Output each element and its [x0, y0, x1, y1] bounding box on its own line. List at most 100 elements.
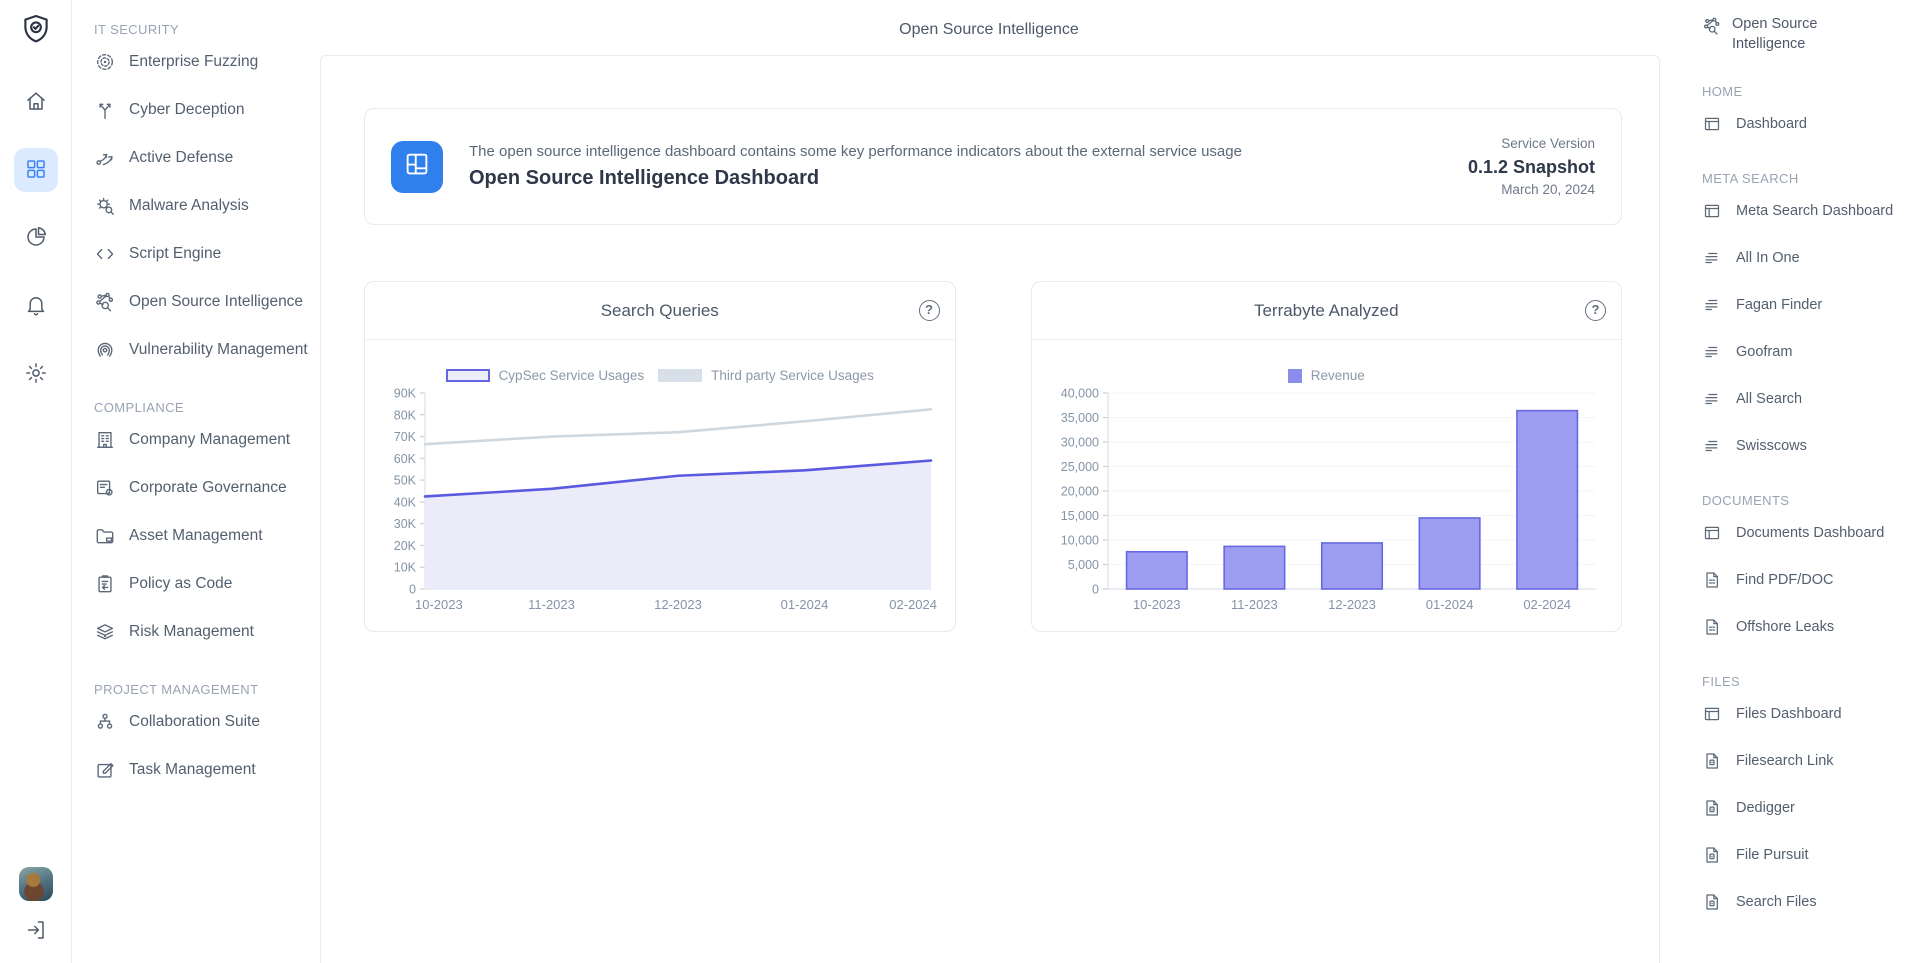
sidebar-item-label: Task Management: [129, 761, 256, 779]
svg-text:10-2023: 10-2023: [415, 597, 463, 612]
sidebar-item-all-in-one[interactable]: All In One: [1702, 234, 1914, 281]
header-card-text: The open source intelligence dashboard c…: [469, 143, 1468, 190]
nav-section-meta-search: META SEARCHMeta Search DashboardAll In O…: [1702, 171, 1914, 469]
sidebar-item-dashboard[interactable]: Dashboard: [1702, 100, 1914, 147]
sidebar-item-filesearch-link[interactable]: Filesearch Link: [1702, 737, 1914, 784]
nav-section-files: FILESFiles DashboardFilesearch LinkDedig…: [1702, 674, 1914, 925]
sidebar-item-goofram[interactable]: Goofram: [1702, 328, 1914, 375]
sidebar-item-find-pdf-doc[interactable]: Find PDF/DOC: [1702, 556, 1914, 603]
page-title: Open Source Intelligence: [318, 21, 1660, 39]
svg-text:12-2023: 12-2023: [1328, 597, 1376, 612]
fingerprint-icon: [94, 339, 116, 361]
sidebar-item-label: Asset Management: [129, 527, 263, 545]
layers-eye-icon: [94, 621, 116, 643]
document-icon: [1702, 570, 1722, 590]
sidebar-item-offshore-leaks[interactable]: Offshore Leaks: [1702, 603, 1914, 650]
sidebar-item-company-management[interactable]: Company Management: [94, 416, 310, 464]
sidebar-item-fagan-finder[interactable]: Fagan Finder: [1702, 281, 1914, 328]
clipboard-arrow-icon: [94, 573, 116, 595]
list-icon: [1702, 436, 1722, 456]
sidebar-item-policy-as-code[interactable]: Policy as Code: [94, 560, 310, 608]
sidebar-item-active-defense[interactable]: Active Defense: [94, 134, 310, 182]
app-logo[interactable]: [17, 12, 55, 50]
logout-button[interactable]: [18, 913, 54, 949]
sidebar-item-asset-management[interactable]: Asset Management: [94, 512, 310, 560]
legend-label: CypSec Service Usages: [499, 368, 645, 383]
right-sidebar-header[interactable]: Open Source Intelligence: [1702, 14, 1914, 54]
sidebar-item-label: Enterprise Fuzzing: [129, 53, 258, 71]
folder-icon: [94, 525, 116, 547]
sidebar-item-files-dashboard[interactable]: Files Dashboard: [1702, 690, 1914, 737]
svg-text:50K: 50K: [394, 474, 417, 488]
sidebar-item-label: Collaboration Suite: [129, 713, 260, 731]
nav-notifications-button[interactable]: [14, 284, 58, 328]
nav-apps-button[interactable]: [14, 148, 58, 192]
svg-text:40K: 40K: [394, 496, 417, 510]
section-label: META SEARCH: [1702, 171, 1914, 187]
user-avatar[interactable]: [19, 867, 53, 901]
sidebar-item-label: Filesearch Link: [1736, 753, 1834, 769]
app-root: IT SECURITY Enterprise Fuzzing Cyber Decep…: [0, 0, 1920, 963]
legend-item: Third party Service Usages: [658, 368, 874, 383]
sidebar-item-corporate-governance[interactable]: Corporate Governance: [94, 464, 310, 512]
sidebar-item-dedigger[interactable]: Dedigger: [1702, 784, 1914, 831]
sidebar-item-label: Documents Dashboard: [1736, 525, 1884, 541]
left-sidebar: IT SECURITY Enterprise Fuzzing Cyber Decep…: [72, 0, 318, 963]
sidebar-item-all-search[interactable]: All Search: [1702, 375, 1914, 422]
nav-section-home: HOMEDashboard: [1702, 84, 1914, 147]
section-label: IT SECURITY: [94, 22, 310, 38]
sidebar-item-label: Policy as Code: [129, 575, 232, 593]
sidebar-item-label: Files Dashboard: [1736, 706, 1842, 722]
svg-text:0: 0: [409, 583, 416, 597]
shield-check-icon: [19, 12, 53, 51]
help-icon[interactable]: ?: [919, 300, 940, 321]
sidebar-item-meta-search-dashboard[interactable]: Meta Search Dashboard: [1702, 187, 1914, 234]
list-icon: [1702, 295, 1722, 315]
network-search-icon: [1702, 16, 1722, 36]
sidebar-item-label: Dashboard: [1736, 116, 1807, 132]
header-description: The open source intelligence dashboard c…: [469, 143, 1468, 160]
svg-text:02-2024: 02-2024: [1523, 597, 1571, 612]
sidebar-item-search-files[interactable]: Search Files: [1702, 878, 1914, 925]
branch-icon: [94, 99, 116, 121]
nav-settings-button[interactable]: [14, 352, 58, 396]
sidebar-item-vulnerability-management[interactable]: Vulnerability Management: [94, 326, 310, 374]
nav-home-button[interactable]: [14, 80, 58, 124]
sidebar-item-file-pursuit[interactable]: File Pursuit: [1702, 831, 1914, 878]
pie-chart-icon: [24, 225, 48, 252]
service-version-block: Service Version 0.1.2 Snapshot March 20,…: [1468, 134, 1595, 199]
sidebar-item-label: Corporate Governance: [129, 479, 287, 497]
dashboard-layout-icon: [391, 141, 443, 193]
svg-text:40,000: 40,000: [1060, 387, 1098, 401]
sidebar-item-open-source-intelligence[interactable]: Open Source Intelligence: [94, 278, 310, 326]
sidebar-item-label: Open Source Intelligence: [129, 293, 303, 311]
sidebar-item-label: All Search: [1736, 391, 1802, 407]
sidebar-item-task-management[interactable]: Task Management: [94, 746, 310, 794]
service-version-date: March 20, 2024: [1468, 180, 1595, 200]
svg-text:80K: 80K: [394, 408, 417, 422]
code-icon: [94, 243, 116, 265]
sidebar-item-swisscows[interactable]: Swisscows: [1702, 422, 1914, 469]
sidebar-item-risk-management[interactable]: Risk Management: [94, 608, 310, 656]
svg-text:10K: 10K: [394, 561, 417, 575]
sidebar-item-label: Malware Analysis: [129, 197, 249, 215]
chart-legend: CypSec Service Usages Third party Servic…: [379, 368, 941, 383]
right-sidebar-sections: HOMEDashboard META SEARCHMeta Search Dash…: [1702, 84, 1914, 925]
chart-title: Terrabyte Analyzed: [1254, 301, 1399, 321]
sidebar-item-malware-analysis[interactable]: Malware Analysis: [94, 182, 310, 230]
sidebar-item-collaboration-suite[interactable]: Collaboration Suite: [94, 698, 310, 746]
nav-section-it-security: IT SECURITY Enterprise Fuzzing Cyber Decep…: [94, 22, 310, 374]
nav-analytics-button[interactable]: [14, 216, 58, 260]
line-chart: 010K20K30K40K50K60K70K80K90K10-202311-20…: [379, 385, 941, 619]
legend-label: Third party Service Usages: [711, 368, 874, 383]
help-icon[interactable]: ?: [1585, 300, 1606, 321]
sidebar-item-label: Active Defense: [129, 149, 233, 167]
bug-search-icon: [94, 195, 116, 217]
sidebar-item-enterprise-fuzzing[interactable]: Enterprise Fuzzing: [94, 38, 310, 86]
svg-text:0: 0: [1092, 583, 1099, 597]
sidebar-item-script-engine[interactable]: Script Engine: [94, 230, 310, 278]
sidebar-item-documents-dashboard[interactable]: Documents Dashboard: [1702, 509, 1914, 556]
svg-text:01-2024: 01-2024: [781, 597, 829, 612]
sidebar-item-cyber-deception[interactable]: Cyber Deception: [94, 86, 310, 134]
svg-text:70K: 70K: [394, 430, 417, 444]
